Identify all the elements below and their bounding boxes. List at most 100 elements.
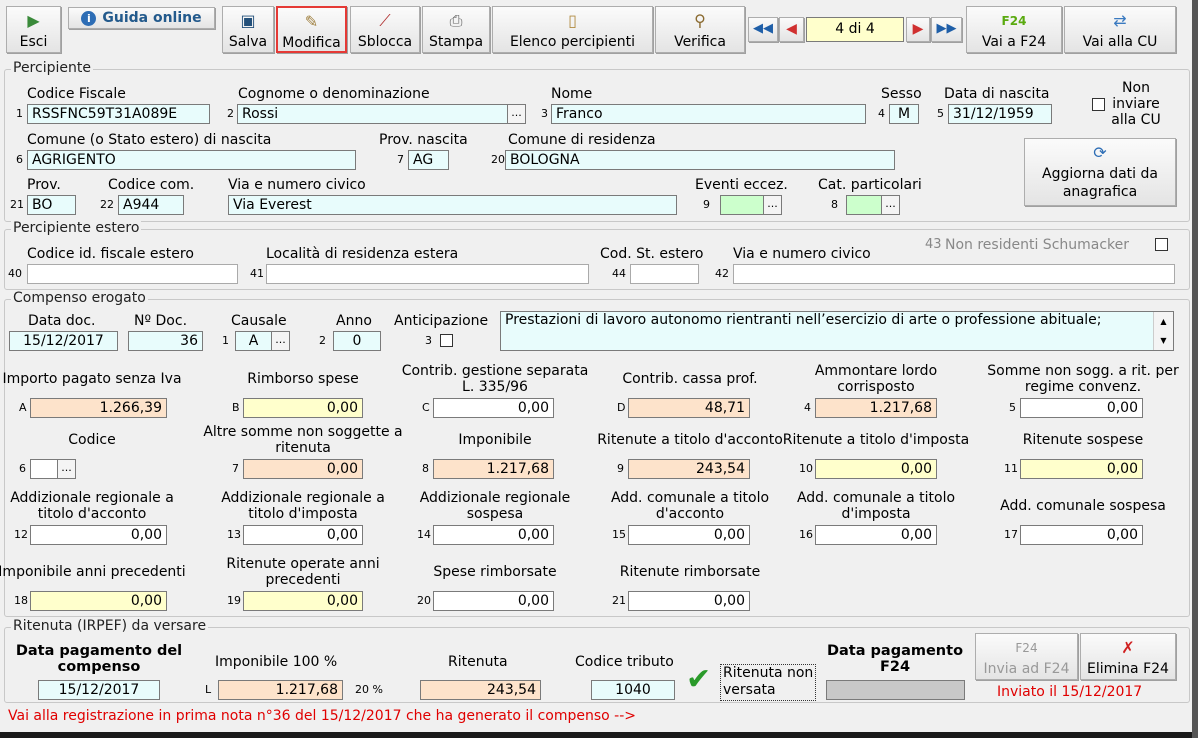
update-from-registry-button[interactable]: ⟳ Aggiorna dati da anagrafica	[1024, 138, 1176, 206]
amount-field[interactable]: 0,00	[30, 525, 167, 545]
amount-field[interactable]: 0,00	[243, 525, 363, 545]
document-date-field[interactable]: 15/12/2017	[9, 331, 118, 351]
municipality-code-field[interactable]: A944	[118, 195, 184, 215]
document-number-field[interactable]: 36	[128, 331, 203, 351]
print-button[interactable]: ⎙ Stampa	[422, 6, 490, 53]
withholding-field[interactable]: 243,54	[420, 680, 541, 700]
scroll-up-icon[interactable]: ▲	[1160, 317, 1167, 326]
amount-field[interactable]: 0,00	[433, 591, 554, 611]
amount-field[interactable]: 0,00	[628, 525, 750, 545]
birth-municipality-field[interactable]: AGRIGENTO	[27, 150, 356, 170]
amount-field[interactable]: 48,71	[628, 398, 750, 418]
surname-lookup-button[interactable]: ...	[507, 104, 526, 124]
exceptional-events-field[interactable]	[720, 195, 764, 215]
surname-field[interactable]: Rossi	[237, 104, 508, 124]
next-icon: ▶	[912, 21, 924, 37]
field-number: 17	[1004, 528, 1018, 541]
checkmark-icon: ✔	[686, 662, 712, 697]
exceptional-events-lookup-button[interactable]: ...	[763, 195, 782, 215]
birth-province-field[interactable]: AG	[408, 150, 449, 170]
next-record-button[interactable]: ▶	[906, 17, 930, 42]
online-help-button[interactable]: i Guida online	[68, 7, 215, 29]
field-label: Importo pagato senza Iva	[2, 371, 182, 387]
amount-field[interactable]: 0,00	[815, 525, 937, 545]
window-bottom-edge	[0, 732, 1198, 738]
year-field[interactable]: 0	[333, 331, 381, 351]
go-to-f24-button[interactable]: F24 Vai a F24	[966, 6, 1062, 53]
amount-field[interactable]: 0,00	[243, 398, 363, 418]
reason-lookup-button[interactable]: ...	[271, 331, 290, 351]
special-categories-field[interactable]	[846, 195, 882, 215]
edit-button[interactable]: ✎ Modifica	[276, 6, 347, 53]
field-label: Spese rimborsate	[433, 564, 557, 580]
save-button[interactable]: ▣ Salva	[222, 6, 274, 53]
field-label: Altre somme non soggette a ritenuta	[203, 424, 403, 456]
field-label: Addizionale regionale sospesa	[419, 490, 571, 522]
send-to-f24-button[interactable]: F24 Invia ad F24	[975, 633, 1078, 680]
amount-field[interactable]: 0,00	[243, 591, 363, 611]
foreign-state-code-field[interactable]	[630, 264, 699, 284]
amount-field[interactable]: 0,00	[1020, 459, 1143, 479]
code-lookup-button[interactable]: ...	[57, 459, 76, 479]
address-field[interactable]: Via Everest	[228, 195, 677, 215]
amount-field[interactable]: 1.217,68	[433, 459, 554, 479]
edit-pencil-icon: ✎	[304, 12, 319, 31]
name-field[interactable]: Franco	[551, 104, 866, 124]
verify-button[interactable]: ⚲ Verifica	[655, 6, 745, 53]
reason-field[interactable]: A	[235, 331, 272, 351]
amount-field[interactable]: 0,00	[30, 591, 167, 611]
fiscal-code-field[interactable]: RSSFNC59T31A089E	[27, 104, 210, 124]
journal-entry-link[interactable]: Vai alla registrazione in prima nota n°3…	[8, 708, 636, 724]
amount-field[interactable]: 0,00	[433, 525, 554, 545]
amount-field[interactable]: 0,00	[628, 591, 750, 611]
foreign-locality-field[interactable]	[266, 264, 589, 284]
advance-checkbox[interactable]	[440, 334, 453, 347]
province-field[interactable]: BO	[27, 195, 76, 215]
unlock-button[interactable]: ⟋ Sblocca	[350, 6, 420, 53]
prev-record-button[interactable]: ◀	[779, 17, 804, 42]
exit-button[interactable]: ▶ Esci	[6, 6, 61, 53]
field-label: Rimborso spese	[247, 371, 359, 387]
field-label: Addizionale regionale a titolo d'imposta	[221, 490, 385, 522]
tax-code-field[interactable]: 1040	[591, 680, 675, 700]
foreign-address-field[interactable]	[733, 264, 1175, 284]
sex-field[interactable]: M	[889, 104, 919, 124]
taxable-100-field[interactable]: 1.217,68	[218, 680, 343, 700]
field-label: Addizionale regionale a titolo d'acconto	[10, 490, 174, 522]
amount-field[interactable]: 243,54	[628, 459, 750, 479]
withholding-group: Ritenuta (IRPEF) da versare	[4, 618, 1190, 703]
amount-field[interactable]: 0,00	[815, 459, 937, 479]
do-not-send-cu-checkbox[interactable]	[1092, 98, 1105, 111]
field-label: Ritenute a titolo d'acconto	[597, 432, 783, 448]
field-number: 9	[617, 462, 624, 475]
first-record-button[interactable]: ◀◀	[748, 17, 778, 42]
amount-field[interactable]: 0,00	[1020, 398, 1143, 418]
amount-field[interactable]: 0,00	[1020, 525, 1143, 545]
schumacker-checkbox[interactable]	[1155, 238, 1168, 251]
description-scrollbar[interactable]: ▲ ▼	[1153, 312, 1173, 350]
residence-municipality-field[interactable]: BOLOGNA	[505, 150, 895, 170]
recipients-list-button[interactable]: ▯ Elenco percipienti	[492, 6, 653, 53]
field-number: 18	[14, 594, 28, 607]
delete-f24-button[interactable]: ✗ Elimina F24	[1080, 633, 1176, 680]
amount-field[interactable]: 0,00	[433, 398, 554, 418]
foreign-tax-id-field[interactable]	[27, 264, 238, 284]
field-number: 12	[14, 528, 28, 541]
last-record-button[interactable]: ▶▶	[931, 17, 962, 42]
field-label: Somme non sogg. a rit. per regime conven…	[987, 363, 1179, 395]
field-number: 21	[612, 594, 626, 607]
scroll-down-icon[interactable]: ▼	[1160, 336, 1167, 345]
amount-field[interactable]	[30, 459, 58, 479]
description-textarea[interactable]: Prestazioni di lavoro autonomo rientrant…	[500, 311, 1174, 351]
payment-date-field[interactable]: 15/12/2017	[38, 680, 160, 700]
special-categories-lookup-button[interactable]: ...	[881, 195, 900, 215]
birth-date-field[interactable]: 31/12/1959	[948, 104, 1052, 124]
f24-icon: F24	[1015, 641, 1038, 655]
amount-field[interactable]: 0,00	[243, 459, 363, 479]
percipiente-group: Percipiente	[4, 60, 1190, 222]
amount-field[interactable]: 1.266,39	[30, 398, 167, 418]
field-label: Ritenute a titolo d'imposta	[782, 432, 970, 448]
amount-field[interactable]: 1.217,68	[815, 398, 937, 418]
withholding-not-paid-checkbox[interactable]: Ritenuta non versata	[720, 664, 816, 701]
go-to-cu-button[interactable]: ⇄ Vai alla CU	[1064, 6, 1176, 53]
